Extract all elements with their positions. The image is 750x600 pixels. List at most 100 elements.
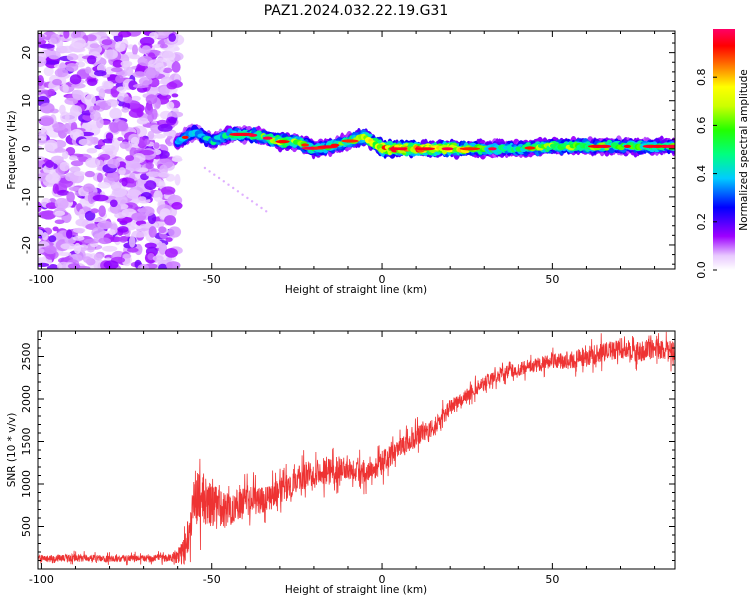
spectrogram-heatmap — [38, 31, 675, 269]
streak-dot — [208, 170, 211, 173]
noise-speck — [64, 112, 78, 123]
noise-speck — [168, 33, 176, 42]
noise-speck — [165, 237, 173, 243]
spectrogram-xtick-label: 0 — [379, 273, 386, 286]
noise-speck — [139, 36, 155, 46]
noise-speck — [71, 31, 87, 40]
noise-speck — [158, 172, 170, 178]
noise-speck — [72, 89, 84, 101]
snr-ytick-label: 2000 — [20, 385, 33, 413]
noise-speck — [162, 67, 173, 74]
snr-xtick-label: 0 — [379, 573, 386, 586]
ridge-core — [397, 147, 408, 151]
colorbar-gradient — [713, 29, 735, 270]
noise-speck — [84, 210, 96, 221]
noise-speck — [67, 263, 81, 269]
noise-speck — [120, 60, 133, 67]
noise-speck — [115, 75, 124, 84]
noise-speck — [87, 78, 98, 87]
spectrogram-xtick-label: 50 — [545, 273, 559, 286]
noise-speck — [63, 31, 70, 39]
noise-speck — [45, 173, 61, 184]
noise-speck — [38, 262, 50, 267]
noise-speck — [90, 208, 99, 214]
ridge-core — [330, 143, 340, 147]
spectrogram-ytick-label: -10 — [20, 188, 33, 206]
noise-speck — [62, 84, 69, 93]
noise-speck — [117, 136, 124, 142]
noise-speck — [97, 101, 108, 108]
streak-dot — [241, 193, 244, 196]
noise-speck — [148, 59, 164, 68]
noise-speck — [83, 207, 92, 212]
noise-speck — [66, 229, 73, 239]
noise-speck — [168, 226, 182, 238]
ridge-core — [650, 144, 664, 148]
noise-speck — [114, 195, 128, 205]
noise-speck — [83, 256, 92, 263]
ridge-core — [247, 133, 258, 137]
noise-speck — [158, 263, 168, 269]
noise-speck — [148, 226, 157, 238]
noise-speck — [43, 66, 54, 77]
noise-speck — [128, 235, 136, 248]
noise-speck — [147, 130, 155, 140]
noise-speck — [103, 80, 114, 90]
noise-speck — [137, 196, 147, 202]
ridge-core — [623, 144, 631, 148]
noise-speck — [93, 253, 103, 261]
noise-speck — [52, 123, 66, 131]
noise-speck — [98, 237, 111, 245]
noise-speck — [99, 153, 111, 161]
noise-speck — [44, 245, 57, 255]
streak-dot — [217, 176, 221, 180]
noise-speck — [87, 192, 95, 205]
noise-speck — [52, 226, 59, 232]
noise-speck — [64, 97, 78, 105]
noise-speck — [71, 83, 86, 89]
noise-speck — [85, 94, 96, 106]
noise-speck — [106, 171, 119, 182]
noise-speck — [52, 78, 62, 86]
noise-speck — [128, 80, 138, 91]
noise-speck — [39, 115, 54, 126]
noise-speck — [108, 229, 116, 236]
noise-speck — [101, 144, 116, 152]
noise-speck — [98, 88, 106, 100]
noise-speck — [138, 77, 153, 86]
noise-speck — [159, 86, 170, 96]
noise-speck — [96, 63, 106, 73]
noise-speck — [159, 50, 174, 59]
snr-panel: -100 -50 0 50 500 1000 1500 2000 2500 Height of … — [6, 330, 676, 596]
noise-speck — [166, 101, 175, 110]
noise-speck — [128, 108, 144, 119]
noise-speck — [69, 155, 78, 161]
noise-speck — [54, 197, 69, 210]
noise-speck — [165, 261, 181, 269]
noise-speck — [158, 226, 167, 234]
noise-speck — [56, 189, 70, 196]
ridge-core — [341, 139, 359, 143]
noise-speck — [144, 138, 151, 145]
noise-speck — [164, 248, 178, 258]
ridge-core — [662, 144, 675, 148]
noise-speck — [65, 63, 79, 72]
noise-speck — [62, 150, 69, 160]
noise-speck — [117, 226, 129, 233]
noise-speck — [158, 180, 166, 190]
noise-speck — [129, 54, 140, 60]
streak-dot — [250, 200, 254, 203]
noise-speck — [66, 53, 79, 61]
noise-speck — [161, 186, 176, 195]
noise-speck — [171, 93, 179, 98]
noise-speck — [125, 161, 142, 172]
noise-speck — [47, 50, 61, 60]
noise-speck — [54, 210, 66, 216]
noise-speck — [171, 61, 181, 73]
noise-speck — [102, 245, 118, 252]
noise-speck — [72, 235, 85, 241]
spectrogram-ytick-label: 20 — [20, 46, 33, 60]
noise-speck — [103, 49, 119, 60]
colorbar-tick-label: 0.2 — [695, 213, 708, 231]
